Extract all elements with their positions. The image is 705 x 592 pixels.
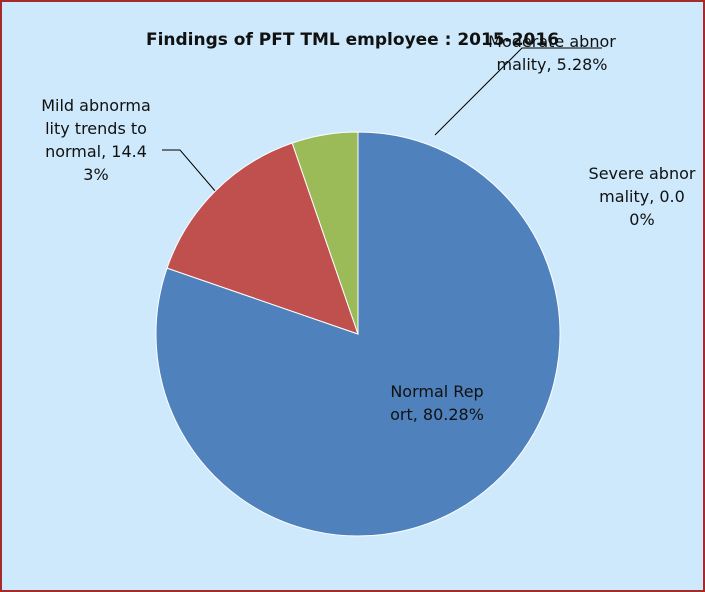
leader-line — [434, 47, 602, 136]
data-label: Normal Report, 80.28% — [390, 382, 484, 424]
pie-slice — [291, 131, 359, 335]
leader-line — [162, 149, 217, 193]
pie-slice — [166, 142, 359, 335]
data-label: Moderate abnormality, 5.28% — [488, 32, 616, 74]
data-label: Severe abnormality, 0.00% — [588, 164, 696, 229]
data-label: Mild abnormality trends to normal, 14.43… — [41, 96, 151, 184]
chart-title: Findings of PFT TML employee : 2015-2016 — [145, 30, 560, 50]
